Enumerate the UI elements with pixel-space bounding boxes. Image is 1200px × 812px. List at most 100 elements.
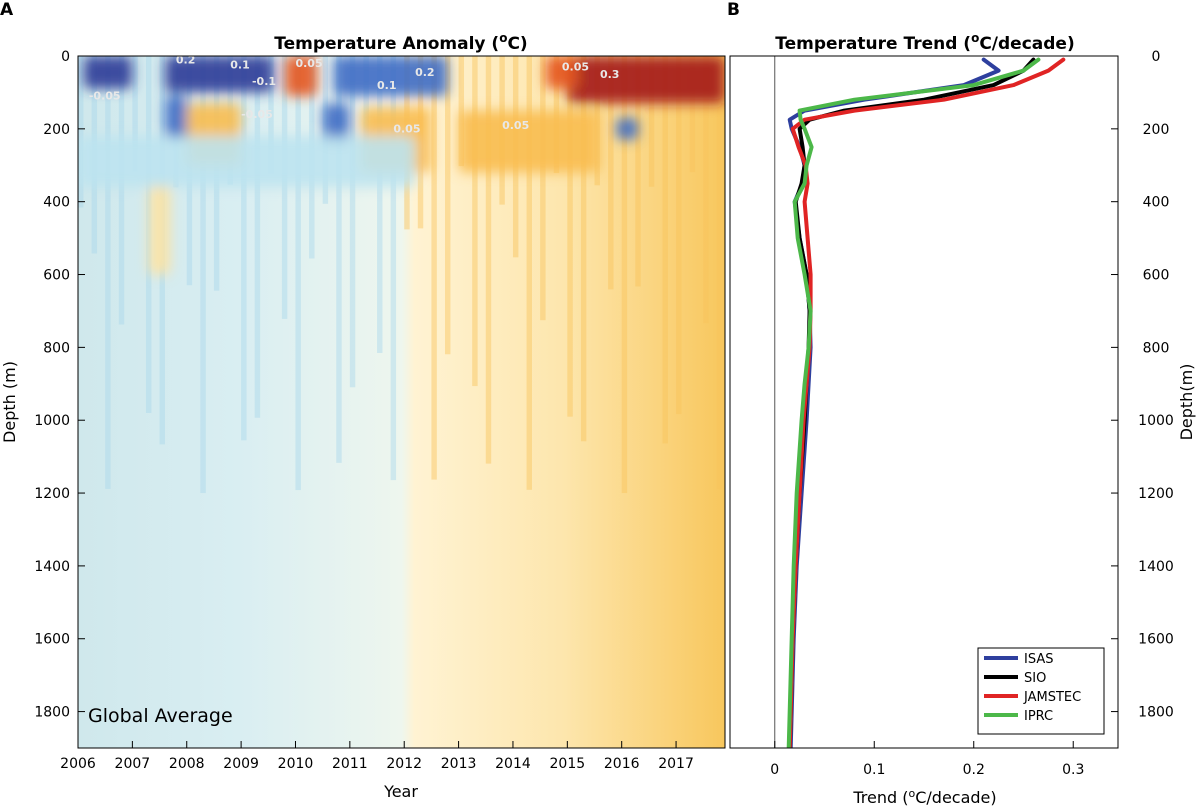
y-tick-label: 1000 [34,413,70,429]
contour-label: 0.05 [393,122,420,135]
anomaly-region [78,136,416,188]
anomaly-streak [118,56,125,325]
panel-b-title-main: Temperature Trend ( [775,34,971,54]
x-tick-label: 2008 [169,756,205,772]
anomaly-streak [241,56,247,441]
x-tick-label: 2007 [115,756,151,772]
anomaly-streak [648,56,655,187]
anomaly-streak [567,56,573,417]
anomaly-streak [78,56,84,208]
y-tick-label: 200 [1143,122,1170,138]
legend-label-sio: SIO [1024,671,1046,686]
y-tick-label: 0 [61,49,70,65]
panel-a-title-sup: o [499,31,507,45]
anomaly-streak [105,56,111,489]
anomaly-streak [377,56,383,353]
legend-label-jamstec: JAMSTEC [1023,690,1081,705]
y-tick-label: 400 [1143,195,1170,211]
panel-b-xlabel: Trend (oC/decade) [852,787,996,807]
contour-label: 0.05 [295,57,322,70]
panel-a-contour-labels: 0.2 0.1-0.10.05-0.050.10.2 0.30.05-0.050.0… [89,53,620,135]
x-tick-label: 2015 [550,756,586,772]
anomaly-region [164,96,187,140]
contour-label: 0.3 [600,68,620,81]
anomaly-streak [472,56,478,387]
y-tick-label: 200 [43,122,70,138]
anomaly-streak [200,56,206,494]
y-tick-label: 1400 [1138,559,1174,575]
anomaly-streak [689,56,696,173]
y-tick-label: 400 [43,195,70,211]
panel-a-ylabel: Depth (m) [0,361,19,443]
y-tick-label: 1800 [1138,705,1174,721]
x-tick-label: 2009 [223,756,259,772]
anomaly-streak [349,56,356,388]
x-tick-label: 0.1 [863,762,885,778]
panel-a-axes: 2006 2007 2008 2009 2010 2011 2012 2013 2014 2015… [34,49,694,772]
panel-a-title-end: C) [507,34,527,54]
anomaly-region [458,110,600,173]
anomaly-region [83,56,133,89]
anomaly-region [322,103,350,144]
y-tick-label: 1000 [1138,413,1174,429]
panel-a-frame [77,55,726,749]
x-tick-label: 2011 [332,756,368,772]
anomaly-region [545,56,579,89]
panel-b-plot [774,56,1066,748]
contour-label: -0.1 [252,75,276,88]
anomaly-streak [336,56,342,463]
contour-label: -0.05 [89,90,121,103]
legend-box [977,647,1105,735]
anomaly-region [148,183,171,275]
contour-label: 0.05 [502,119,529,132]
anomaly-region [567,56,725,104]
anomaly-region [616,117,639,140]
panel-b-title-sup: o [971,31,979,45]
y-tick-label: 1400 [34,559,70,575]
anomaly-streak [485,56,492,464]
y-tick-label: 1600 [1138,632,1174,648]
y-tick-label: 1200 [1138,486,1174,502]
panel-a-plot: 0.2 0.1-0.10.05-0.050.10.2 0.30.05-0.050.0… [78,53,725,748]
contour-label: 0.1 [230,59,250,72]
anomaly-streak [540,56,546,321]
series-line-iprc [786,57,1041,748]
x-tick-label: 2016 [604,756,640,772]
anomaly-streak [254,56,261,418]
anomaly-streak [621,56,628,494]
anomaly-streak [268,56,274,174]
panel-a-xlabel: Year [383,782,418,801]
y-tick-label: 600 [1143,268,1170,284]
x-tick-label: 2010 [278,756,314,772]
anomaly-streak [703,56,709,324]
y-tick-label: 800 [1143,340,1170,356]
x-tick-label: 0.3 [1062,762,1084,778]
panel-b-title: Temperature Trend (oC/decade) [775,31,1074,54]
anomaly-streak [390,56,397,481]
panel-b-xlabel-main: Trend ( [852,788,908,807]
anomaly-streak [608,56,614,290]
anomaly-region [164,56,274,93]
panel-b-xlabel-end: C/decade) [915,788,996,807]
anomaly-region [333,56,448,97]
anomaly-streak [676,56,682,415]
panel-b-axes: 0 0.1 0.2 0.3 0 200 400 600 800 1000 1200 1400 1600 1… [770,49,1174,778]
y-tick-label: 600 [43,268,70,284]
x-tick-label: 2014 [495,756,531,772]
x-tick-label: 2013 [441,756,477,772]
x-tick-label: 0.2 [963,762,985,778]
panel-b-frame [729,55,1119,749]
panel-b-legend: ISAS SIO JAMSTEC IPRC [977,647,1105,735]
legend-label-isas: ISAS [1024,652,1053,667]
y-tick-label: 0 [1152,49,1161,65]
panel-a-title-main: Temperature Anomaly ( [274,34,499,54]
panel-b-background [730,56,1118,748]
series-line-jamstec [787,57,1066,748]
x-tick-label: 2012 [386,756,422,772]
panel-a-annotation: Global Average [88,705,233,727]
contour-label: 0.2 [176,53,196,66]
panel-a-regions [78,56,725,275]
y-tick-label: 1200 [34,486,70,502]
anomaly-streak [295,56,301,491]
